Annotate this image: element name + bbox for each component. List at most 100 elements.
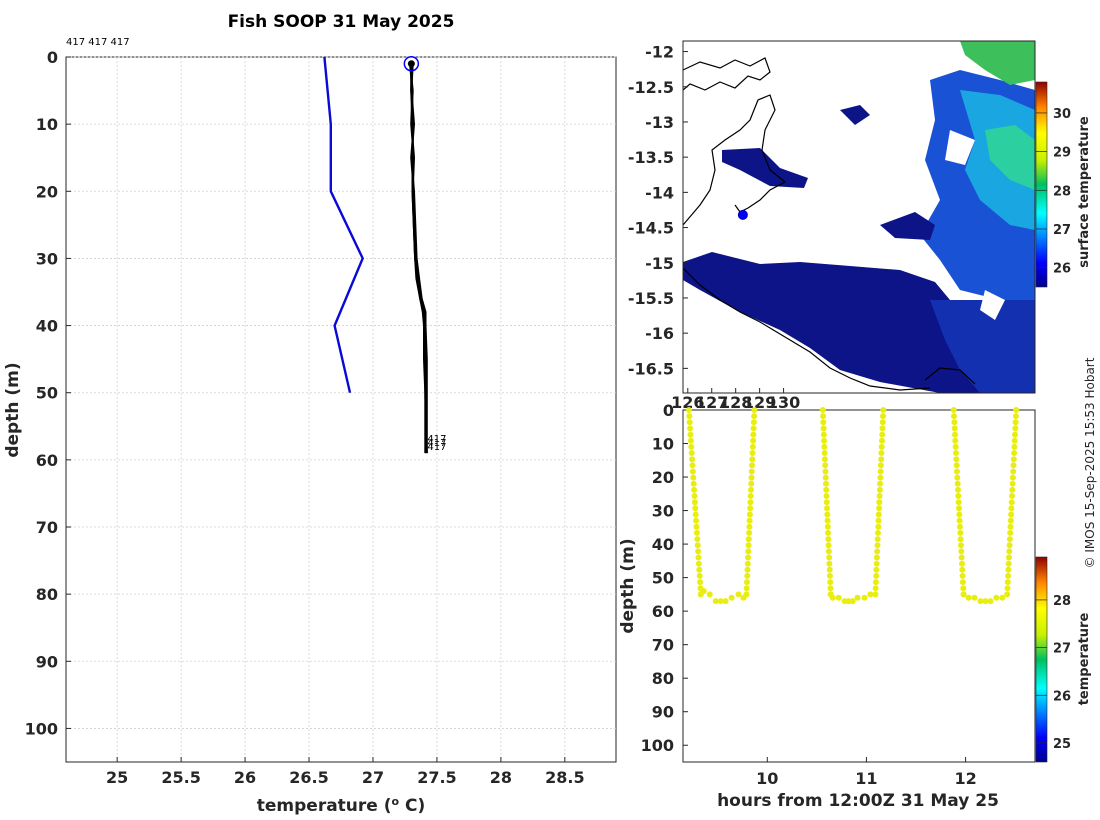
timeseries-point [1008,499,1015,506]
timeseries-point [957,536,964,543]
timeseries-point [746,529,753,536]
timeseries-point [1009,480,1016,487]
timeseries-point [746,517,753,524]
timeseries-point [1006,542,1013,549]
sst-patch-north-dots [840,105,870,125]
map-colorbar-tick-label: 27 [1053,223,1071,238]
timeseries-point [1012,419,1019,426]
map-colorbar-tick-label: 30 [1053,107,1071,122]
timeseries-point [691,493,698,499]
timeseries-point [879,425,886,432]
timeseries-point [952,431,958,438]
timeseries-point [693,529,700,536]
timeseries-point [824,511,831,518]
timeseries-point [747,493,754,499]
profile-start-marker [403,55,420,72]
timeseries-point [953,456,960,463]
timeseries-point [957,529,964,536]
timeseries-point [958,542,964,549]
timeseries-point [835,594,842,601]
profile-plot: 25 25.5 26 26.5 27 27.5 28 28.5 0 10 20 30 40 50 60 70 8… [3,37,617,817]
timeseries-point [747,499,754,506]
timeseries-colorbar-ticks: 25 26 27 28 [1036,594,1071,752]
timeseries-point [690,480,697,487]
timeseries-point [751,413,758,420]
timeseries-point [1004,585,1011,592]
map-xtick-label: 126 [671,393,704,412]
timeseries-point [879,419,886,426]
profile-ytick-label: 40 [36,317,58,336]
timeseries-point [829,594,836,601]
timeseries-point [820,413,827,420]
timeseries-point [880,413,886,420]
timeseries-point [825,542,832,549]
profile-top-note: 417 417 417 [66,37,130,48]
profile-ytick-label: 10 [36,115,58,134]
map-plot: -12 -12.5 -13 -13.5 -14 -14.5 -15 -15.5 -16 -16.5… [628,40,1092,412]
timeseries-point [693,523,700,530]
timeseries-point [1010,468,1017,475]
timeseries-axes-box [682,409,1036,763]
timeseries-point [873,560,880,567]
timeseries-point [743,591,750,598]
timeseries-point [827,585,834,592]
map-xtick-label: 128 [719,393,752,412]
timeseries-point [735,591,742,598]
timeseries-point [872,591,879,598]
timeseries-colorbar-tick-label: 25 [1053,737,1071,752]
timeseries-point [965,594,972,601]
sst-patch-ne-warm [960,41,1035,85]
timeseries-point [875,523,882,530]
timeseries-point [685,407,692,413]
timeseries-point [747,505,754,512]
timeseries-point [695,554,702,561]
timeseries-point [686,413,693,420]
timeseries-point [712,598,719,605]
timeseries-point [954,480,961,487]
timeseries-point [687,431,694,438]
timeseries-point [1009,493,1015,499]
map-xtick-label: 130 [767,393,800,412]
map-ytick-label: -12 [645,43,674,62]
timeseries-point [874,548,881,555]
timeseries-point [1011,437,1018,444]
profile-xtick-label: 25 [106,768,128,787]
timeseries-point [743,585,750,592]
timeseries-point [825,529,832,536]
timeseries-point [875,529,881,536]
timeseries-point [686,419,693,426]
timeseries-point [999,594,1006,601]
map-colorbar-tick-label: 26 [1053,262,1071,277]
profile-xtick-label: 27 [362,768,384,787]
timeseries-point [692,505,699,512]
profile-xlabel: temperature (o C) [257,795,426,817]
profile-xtick-label: 27.5 [417,768,456,787]
timeseries-point [691,499,698,506]
timeseries-point [1006,554,1012,561]
timeseries-point [993,594,1000,601]
timeseries-point [687,425,694,432]
timeseries-point [744,560,751,567]
timeseries-point [971,594,978,601]
timeseries-point [822,474,829,481]
timeseries-point [879,431,886,438]
timeseries-point [696,566,703,573]
timeseries-point [872,585,879,592]
timeseries-point [1009,486,1016,493]
map-xtick-label: 127 [695,393,728,412]
profile-grid [66,56,616,762]
timeseries-point [750,431,757,438]
timeseries-point [694,536,701,543]
timeseries-point [749,443,756,450]
timeseries-point [746,523,753,530]
timeseries-point [750,425,757,432]
timeseries-point [687,437,694,444]
map-xtick-label: 129 [743,393,776,412]
map-ytick-label: -14.5 [628,219,674,238]
timeseries-point [959,579,966,586]
timeseries-point [745,554,751,561]
map-sst-field [683,41,1035,393]
timeseries-point [867,591,874,598]
timeseries-point [1013,407,1020,413]
map-colorbar-label: surface temperature [1077,116,1092,268]
